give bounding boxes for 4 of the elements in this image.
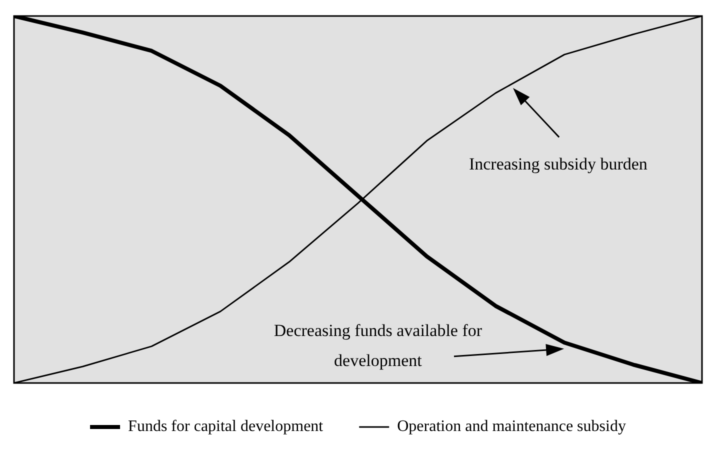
legend-label: Operation and maintenance subsidy [397, 418, 626, 436]
annotation: Increasing subsidy burden [468, 154, 648, 174]
annotation: Decreasing funds available for development [274, 321, 482, 370]
legend-label: Funds for capital development [128, 418, 324, 436]
